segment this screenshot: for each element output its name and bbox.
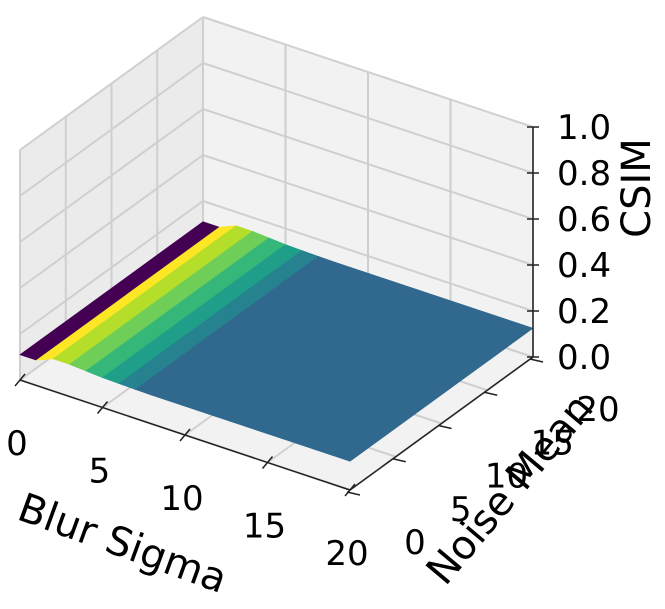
back-grid-line-z [202, 200, 534, 312]
x-tick-label: 20 [325, 534, 368, 574]
x-tick-label: 5 [89, 452, 111, 492]
y-tick-mark [392, 458, 406, 463]
y-tick-label: 5 [450, 490, 472, 530]
z-tick-label: 0.0 [557, 338, 611, 378]
back-grid-line-z [202, 154, 534, 266]
x-tick-label: 0 [6, 424, 28, 464]
axis-lines [14, 126, 544, 497]
x-tick-mark [14, 373, 26, 387]
surface-plot [19, 221, 534, 462]
x-tick-mark [179, 428, 191, 442]
x-tick-label: 10 [160, 479, 203, 519]
z-tick-label: 1.0 [557, 108, 611, 148]
back-grid-line-z [202, 62, 534, 174]
y-tick-mark [438, 424, 452, 430]
wall-grid-line-z [19, 62, 204, 197]
z-tick-label: 0.4 [557, 246, 611, 286]
back-grid-line-z [202, 108, 534, 220]
z-tick-label: 0.8 [557, 154, 611, 194]
x-tick-mark [261, 456, 274, 469]
z-tick-label: 0.2 [557, 292, 611, 332]
wall-grid-line-z [19, 16, 204, 151]
y-tick-mark [529, 358, 544, 363]
wall-grid-line-z [19, 154, 204, 289]
y-tick-label: 20 [576, 390, 619, 430]
z-axis-label: CSIM [614, 138, 660, 238]
y-tick-label: 15 [531, 423, 574, 463]
y-tick-label: 10 [485, 457, 528, 497]
z-tick-label: 0.6 [557, 200, 611, 240]
x-tick-mark [344, 483, 356, 497]
wall-grid-line-z [19, 200, 204, 335]
y-axis-line [349, 356, 534, 491]
y-tick-mark [346, 491, 361, 496]
wall-grid-line-z [19, 108, 204, 243]
y-tick-mark [484, 391, 498, 396]
y-tick-label: 0 [404, 523, 426, 563]
x-tick-label: 15 [243, 507, 286, 547]
back-grid-line-z [202, 16, 534, 128]
x-tick-mark [96, 401, 109, 414]
